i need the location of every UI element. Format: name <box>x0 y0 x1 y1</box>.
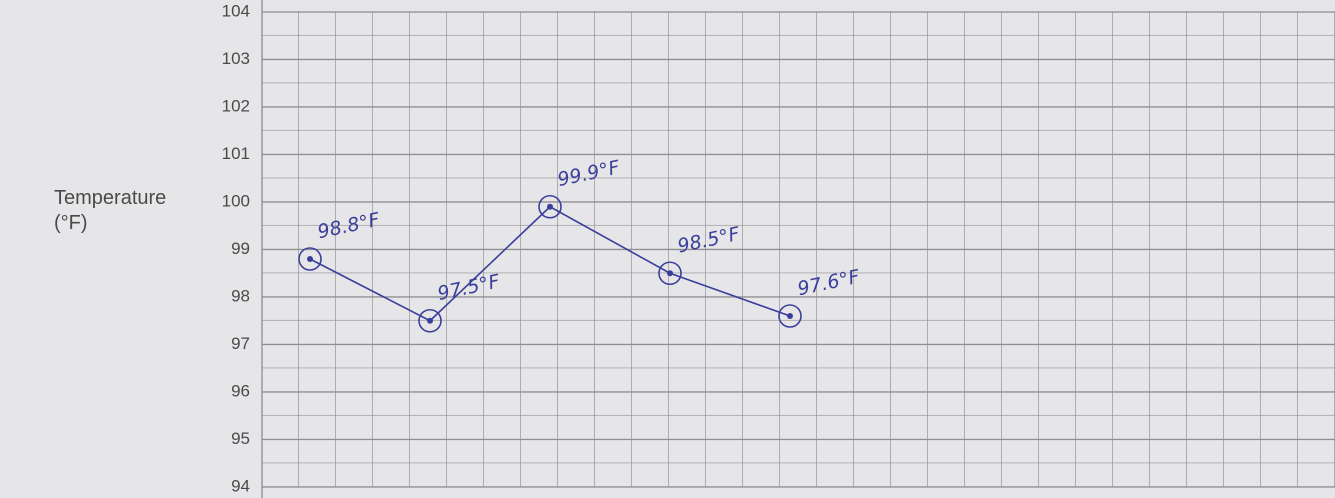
point-ring <box>298 247 322 271</box>
y-tick-label: 99 <box>231 239 250 258</box>
point <box>427 317 433 324</box>
y-tick-label: 104 <box>222 1 250 20</box>
point <box>667 270 673 277</box>
point <box>787 313 793 319</box>
y-tick-label: 102 <box>222 96 250 115</box>
y-tick-label: 101 <box>222 144 250 163</box>
y-tick-label: 94 <box>231 476 250 495</box>
point-ring <box>778 304 802 328</box>
y-tick-label: 95 <box>231 429 250 448</box>
point-ring <box>658 261 682 286</box>
y-tick-label: 96 <box>231 381 250 400</box>
y-tick-label: 103 <box>222 49 250 68</box>
y-axis-label: Temperature (°F) <box>54 187 167 234</box>
point <box>307 256 313 262</box>
point-ring <box>538 194 562 219</box>
y-tick-label: 98 <box>231 286 250 305</box>
point-ring <box>418 308 442 333</box>
y-tick-label: 97 <box>231 334 250 353</box>
point <box>547 203 553 210</box>
y-tick-label: 100 <box>222 191 250 210</box>
